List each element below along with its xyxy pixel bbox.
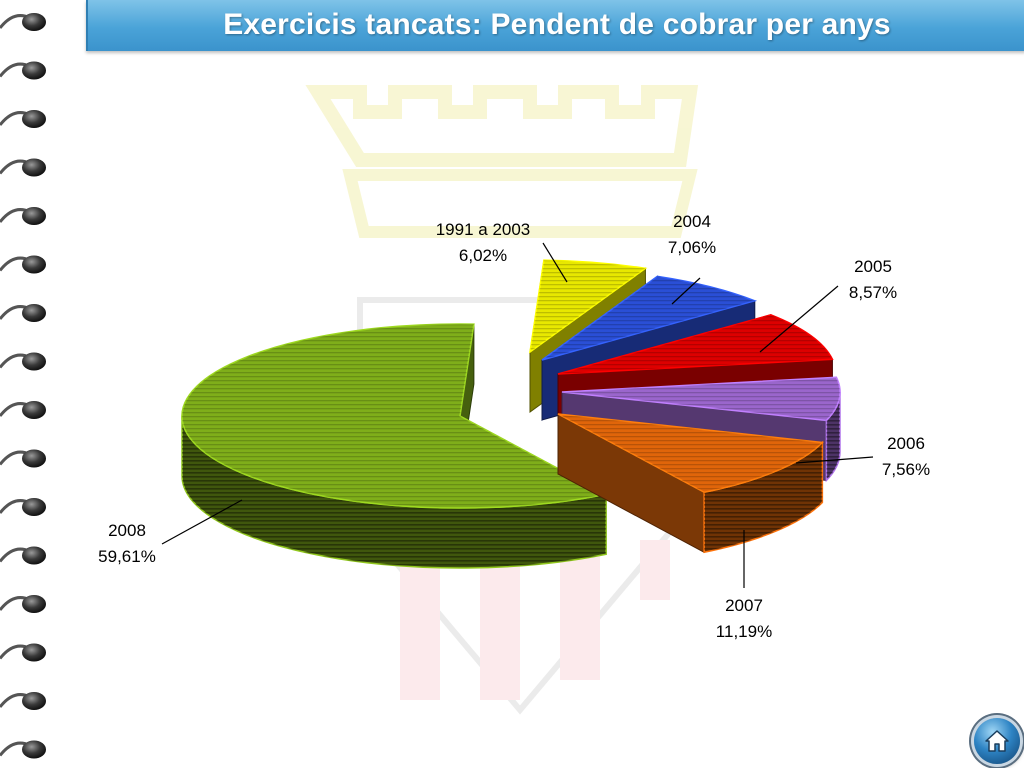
page-title: Exercicis tancats: Pendent de cobrar per… [223, 8, 891, 41]
home-icon [985, 730, 1009, 752]
leader-line-2008 [161, 499, 243, 545]
binding-ring [22, 692, 46, 710]
binding-ring [22, 61, 46, 80]
binding-ring [22, 595, 46, 613]
slice-value-2004: 7,06% [668, 238, 716, 257]
pie-slice-2007 [557, 413, 825, 554]
leader-line-2005 [759, 285, 839, 353]
spiral-binding [0, 13, 46, 759]
binding-ring [22, 13, 46, 31]
pie-slice-2008 [181, 323, 609, 569]
slice-value-1991-2003: 6,02% [459, 246, 507, 265]
home-button[interactable] [974, 718, 1020, 764]
slice-label-2004: 2004 [673, 212, 711, 231]
leader-line-1991-2003 [542, 242, 568, 283]
slice-value-2008: 59,61% [98, 547, 156, 566]
binding-ring [22, 207, 46, 225]
binding-ring [22, 158, 46, 177]
slice-value-2005: 8,57% [849, 283, 897, 302]
binding-ring [22, 110, 46, 128]
slice-label-2005: 2005 [854, 257, 892, 276]
leader-line-2004 [671, 277, 701, 305]
binding-ring [22, 255, 46, 274]
slice-value-2006: 7,56% [882, 460, 930, 479]
title-bar: Exercicis tancats: Pendent de cobrar per… [86, 0, 1024, 51]
leader-line-2006 [795, 456, 874, 464]
slice-label-2007: 2007 [725, 596, 763, 615]
binding-ring [22, 352, 46, 371]
binding-ring [22, 498, 46, 516]
binding-ring [22, 740, 46, 759]
slice-label-2008: 2008 [108, 521, 146, 540]
slice-label-1991-2003: 1991 a 2003 [436, 220, 531, 239]
binding-ring [22, 401, 46, 419]
binding-ring [22, 643, 46, 662]
binding-ring [22, 546, 46, 565]
binding-ring [22, 304, 46, 322]
binding-ring [22, 449, 46, 468]
slice-value-2007: 11,19% [716, 622, 772, 641]
slice-label-2006: 2006 [887, 434, 925, 453]
